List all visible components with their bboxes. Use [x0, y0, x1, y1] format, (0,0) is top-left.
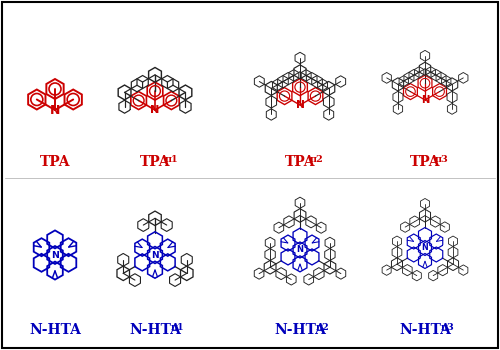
Text: N: N	[151, 251, 159, 259]
Text: N: N	[150, 105, 160, 115]
Text: N: N	[421, 95, 429, 105]
Text: N: N	[296, 245, 304, 254]
Text: TPA: TPA	[410, 155, 440, 169]
Text: N: N	[296, 100, 304, 110]
Text: N-HTA: N-HTA	[129, 323, 181, 337]
Text: N-HTA: N-HTA	[274, 323, 326, 337]
Text: N: N	[422, 244, 428, 252]
Text: π2: π2	[316, 322, 330, 331]
Text: TPA: TPA	[140, 155, 170, 169]
Text: π1: π1	[164, 154, 178, 163]
Text: N-HTA: N-HTA	[29, 323, 81, 337]
Text: π2: π2	[310, 154, 324, 163]
Text: π3: π3	[441, 322, 455, 331]
Text: N-HTA: N-HTA	[399, 323, 451, 337]
Text: N: N	[50, 104, 60, 117]
Text: N: N	[51, 251, 59, 259]
Text: TPA: TPA	[285, 155, 316, 169]
Text: π3: π3	[434, 154, 448, 163]
Text: π1: π1	[171, 322, 184, 331]
Text: TPA: TPA	[40, 155, 70, 169]
